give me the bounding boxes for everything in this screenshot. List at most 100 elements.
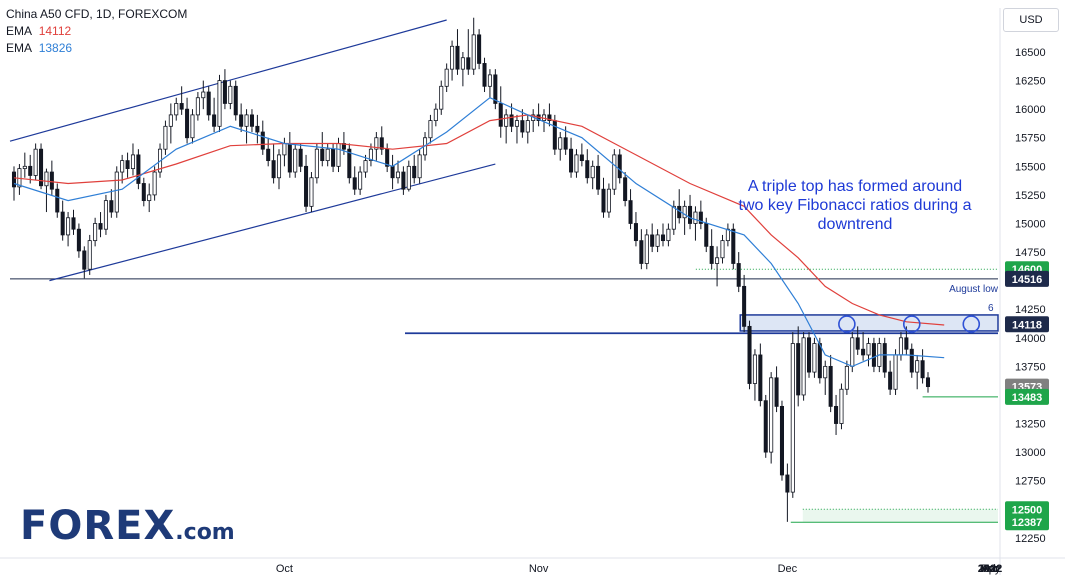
candle-body bbox=[130, 154, 136, 170]
y-tick-label: 15500 bbox=[1015, 161, 1046, 173]
candle-body bbox=[87, 240, 92, 270]
candle-body bbox=[861, 348, 866, 356]
candle-body bbox=[239, 114, 244, 127]
ema-fast-line bbox=[13, 97, 945, 368]
candle-body bbox=[596, 165, 601, 190]
fib-label: 6 bbox=[988, 303, 994, 314]
price-label-text: 14516 bbox=[1012, 274, 1043, 286]
candle-body bbox=[925, 377, 931, 388]
candle-body bbox=[271, 160, 276, 179]
candle-body bbox=[650, 234, 655, 247]
candle-body bbox=[206, 91, 211, 116]
candle-body bbox=[282, 143, 287, 156]
candle-body bbox=[769, 377, 774, 453]
price-label-box bbox=[1005, 514, 1049, 531]
candle-body bbox=[255, 125, 260, 133]
candle-body bbox=[888, 371, 893, 390]
candle-body bbox=[563, 137, 568, 150]
candle-body bbox=[428, 120, 433, 139]
candle-body bbox=[477, 34, 482, 64]
candle-body bbox=[585, 160, 590, 179]
candle-body bbox=[450, 45, 455, 70]
price-label-box bbox=[1005, 270, 1049, 287]
x-tick-label: Apr bbox=[981, 563, 998, 575]
forex-logo: FOREX.com bbox=[20, 503, 235, 549]
y-tick-label: 12250 bbox=[1015, 533, 1046, 545]
currency-selector[interactable]: USD bbox=[1003, 8, 1059, 32]
candle-body bbox=[796, 343, 801, 396]
ema-lines bbox=[13, 97, 945, 368]
candle-body bbox=[374, 137, 379, 150]
candle-body bbox=[55, 188, 60, 213]
candle-body bbox=[855, 337, 860, 350]
candles bbox=[11, 17, 931, 522]
candle-body bbox=[520, 120, 525, 133]
candle-body bbox=[482, 63, 487, 87]
candle-body bbox=[547, 114, 552, 121]
candle-body bbox=[44, 171, 49, 187]
candle-body bbox=[368, 148, 373, 162]
x-tick-label: May bbox=[980, 563, 1001, 575]
candle-body bbox=[525, 120, 530, 133]
candle-body bbox=[228, 85, 233, 104]
symbol-title: China A50 CFD, 1D, FOREXCOM bbox=[6, 7, 188, 21]
candle-body bbox=[455, 45, 460, 70]
candle-body bbox=[120, 160, 125, 173]
candle-body bbox=[125, 160, 130, 170]
candle-body bbox=[693, 211, 698, 224]
ema-fast-value: 13826 bbox=[38, 41, 73, 55]
candle-body bbox=[758, 354, 763, 402]
price-zones: 6 August low bbox=[10, 268, 999, 523]
ema-slow-label: EMA bbox=[6, 24, 33, 38]
y-tick-label: 15250 bbox=[1015, 190, 1046, 202]
candle-body bbox=[823, 365, 828, 379]
triple-top-circle bbox=[962, 315, 981, 333]
candle-body bbox=[704, 223, 709, 247]
candle-body bbox=[201, 91, 206, 99]
candle-body bbox=[325, 148, 330, 162]
ema-fast-label: EMA bbox=[6, 41, 33, 55]
candle-body bbox=[882, 343, 887, 373]
candle-body bbox=[504, 114, 509, 127]
candle-body bbox=[82, 250, 87, 270]
august-low-label: August low bbox=[949, 284, 999, 295]
candle-body bbox=[276, 154, 282, 179]
candle-body bbox=[401, 171, 406, 190]
candle-body bbox=[222, 80, 227, 104]
candle-body bbox=[331, 148, 336, 167]
candle-body bbox=[644, 234, 649, 264]
x-tick-label: Nov bbox=[529, 563, 549, 575]
candle-body bbox=[839, 388, 844, 424]
candle-body bbox=[471, 34, 476, 70]
candle-body bbox=[601, 188, 606, 213]
candle-body bbox=[244, 114, 249, 127]
candle-body bbox=[417, 154, 422, 179]
candle-body bbox=[623, 177, 628, 202]
y-tick-label: 13250 bbox=[1015, 419, 1046, 431]
candle-body bbox=[395, 171, 401, 179]
triple-top-circle bbox=[838, 315, 856, 333]
candle-body bbox=[893, 354, 898, 390]
candle-body bbox=[682, 205, 687, 219]
candle-body bbox=[655, 234, 660, 247]
y-tick-label: 15000 bbox=[1015, 218, 1046, 230]
candle-body bbox=[293, 148, 298, 173]
candle-body bbox=[298, 148, 303, 167]
candle-body bbox=[487, 74, 492, 87]
candle-body bbox=[379, 137, 384, 150]
candle-body bbox=[341, 143, 346, 150]
candle-body bbox=[217, 80, 222, 127]
candle-body bbox=[628, 200, 633, 224]
candle-body bbox=[785, 474, 790, 493]
candle-body bbox=[779, 405, 784, 476]
candle-body bbox=[163, 125, 168, 150]
y-tick-label: 14250 bbox=[1015, 304, 1046, 316]
candle-body bbox=[28, 165, 33, 176]
candle-body bbox=[168, 114, 173, 127]
candle-body bbox=[352, 177, 357, 190]
candle-body bbox=[22, 165, 27, 170]
candle-body bbox=[725, 228, 730, 242]
candle-body bbox=[266, 148, 271, 162]
triple-top-annotation: A triple top has formed around two key F… bbox=[738, 178, 972, 233]
